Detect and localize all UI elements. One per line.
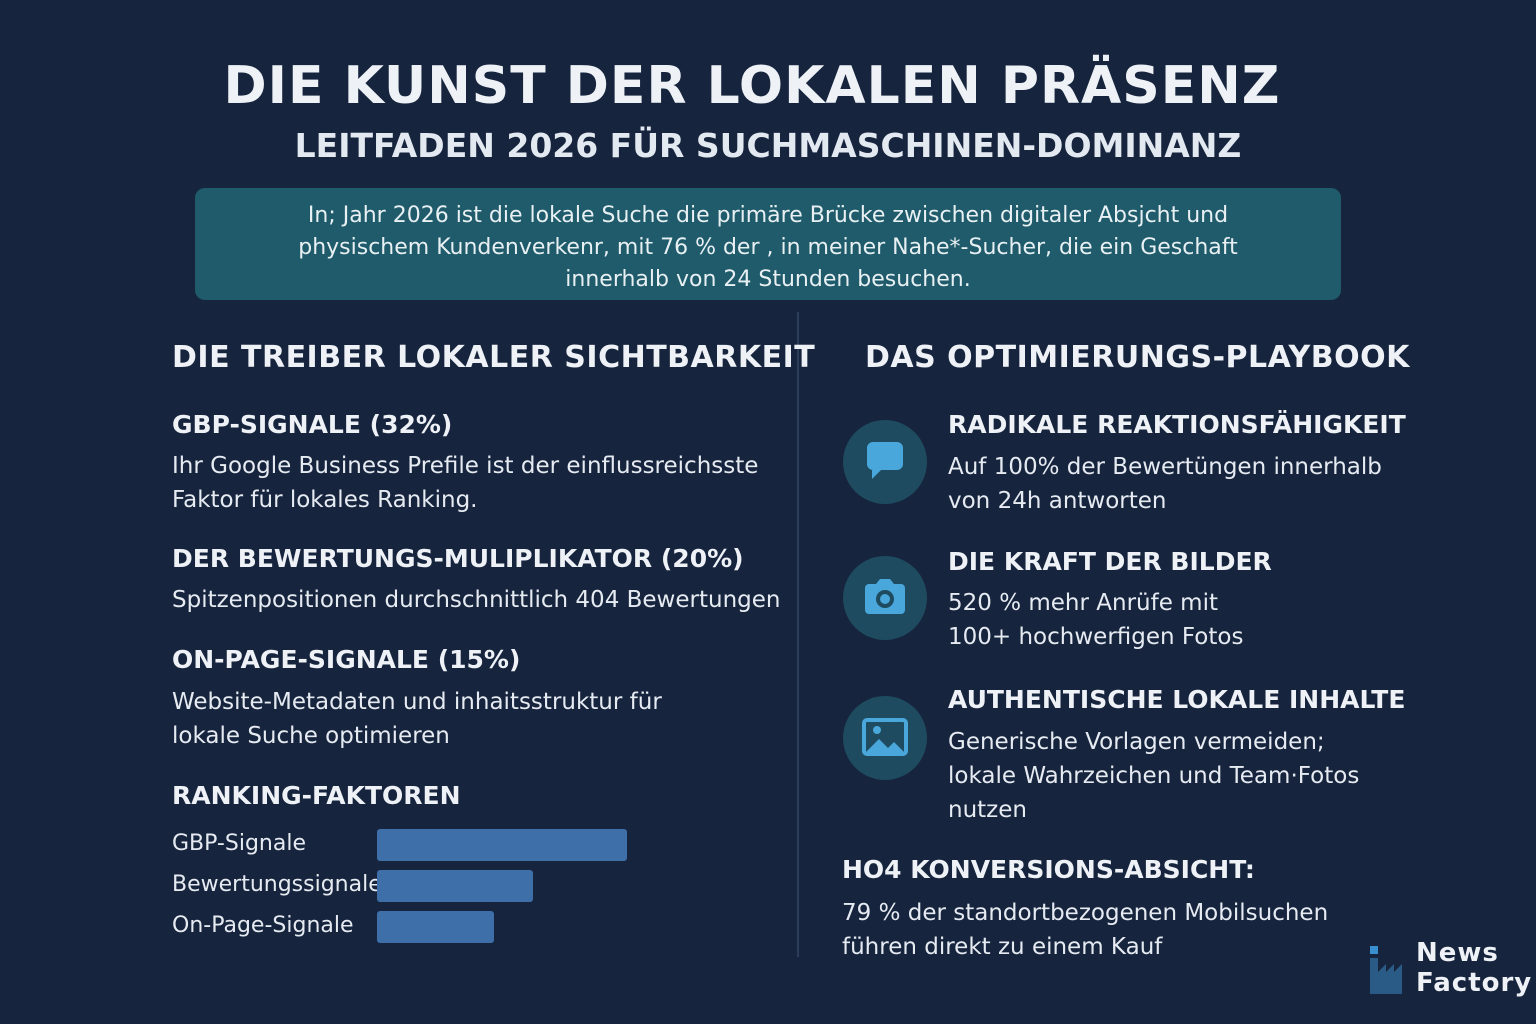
bar-label: Bewertungssignale: [172, 872, 382, 897]
section-heading: DAS OPTIMIERUNGS-PLAYBOOK: [865, 340, 1410, 375]
item-title: DIE KRAFT DER BILDER: [948, 547, 1272, 576]
logo-mark: [1370, 946, 1402, 994]
divider: [797, 312, 799, 957]
logo-line: News: [1416, 938, 1499, 968]
item-text: Website-Metadaten und inhaitsstruktur fü…: [172, 689, 662, 749]
image-icon: [843, 696, 927, 780]
logo-line: Factory: [1416, 968, 1533, 998]
item-title: ON-PAGE-SIGNALE (15%): [172, 645, 521, 674]
section-heading: DIE TREIBER LOKALER SICHTBARKEIT: [172, 340, 816, 375]
logo-text: News Factory: [1416, 938, 1532, 998]
item-text: Generische Vorlagen vermeiden; lokale Wa…: [948, 729, 1360, 823]
callout-text: 79 % der standortbezogenen Mobilsuchen f…: [842, 900, 1329, 960]
bar-label: GBP-Signale: [172, 831, 306, 856]
item-text: Ihr Google Business Prefile ist der einf…: [172, 453, 759, 513]
bar: [377, 829, 627, 861]
chart-title: RANKING-FAKTOREN: [172, 781, 461, 810]
camera-icon: [843, 556, 927, 640]
item-title: AUTHENTISCHE LOKALE INHALTE: [948, 685, 1406, 714]
subtitle: LEITFADEN 2026 FÜR SUCHMASCHINEN-DOMINAN…: [294, 126, 1242, 165]
callout-title: HO4 KONVERSIONS-ABSICHT:: [842, 855, 1255, 884]
bar: [377, 870, 533, 902]
bar: [377, 911, 494, 943]
item-title: GBP-SIGNALE (32%): [172, 410, 453, 439]
title: DIE KUNST DER LOKALEN PRÄSENZ: [223, 56, 1281, 116]
item-title: RADIKALE REAKTIONSFÄHIGKEIT: [948, 410, 1406, 439]
item-text: Auf 100% der Bewertüngen innerhalb von 2…: [948, 454, 1382, 514]
bar-label: On-Page-Signale: [172, 913, 354, 938]
item-title: DER BEWERTUNGS-MULIPLIKATOR (20%): [172, 544, 744, 573]
item-text: 520 % mehr Anrüfe mit 100+ hochwerfigen …: [948, 590, 1244, 650]
item-text: Spitzenpositionen durchschnittlich 404 B…: [172, 587, 781, 613]
intro-banner: In; Jahr 2026 ist die lokale Suche die p…: [195, 188, 1341, 300]
chat-icon: [843, 420, 927, 504]
